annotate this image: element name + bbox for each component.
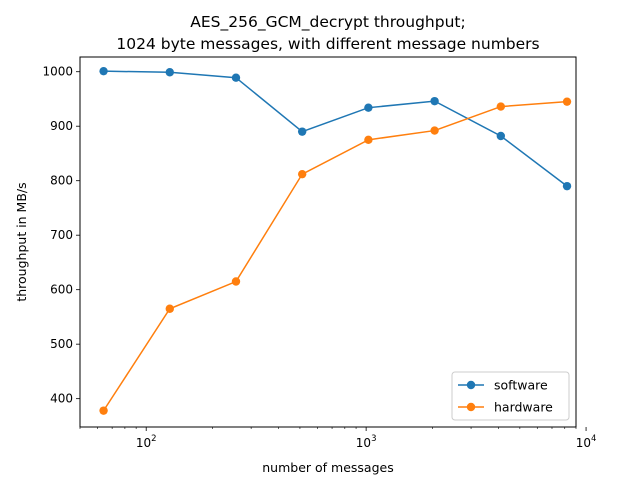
data-point-software [562, 181, 572, 191]
legend: software hardware [451, 371, 570, 421]
data-point-software [364, 103, 373, 112]
data-point-software [165, 68, 174, 77]
chart-title-line-1: AES_256_GCM_decrypt throughput; [190, 13, 465, 32]
data-point-hardware [165, 304, 174, 313]
x-axis-label: number of messages [262, 460, 393, 475]
data-point-software [297, 127, 307, 136]
data-point-software [231, 73, 241, 82]
data-point-software [430, 96, 439, 106]
legend-swatch-marker-software [466, 380, 476, 390]
legend-swatch-marker-hardware [466, 402, 476, 412]
y-tick-label: 600 [50, 283, 73, 297]
y-axis-label: throughput in MB/s [14, 182, 29, 301]
legend-label-software: software [494, 378, 548, 393]
x-tick-label: 103 [356, 434, 377, 450]
data-point-hardware [364, 135, 373, 145]
plot-frame [79, 56, 577, 428]
data-point-software [99, 66, 108, 76]
plot-area [99, 66, 572, 415]
chart-title-line-2: 1024 byte messages, with different messa… [116, 35, 539, 53]
x-tick-label: 102 [136, 434, 157, 450]
y-axis: 400 500 600 700 800 900 1000 [42, 65, 80, 406]
data-point-hardware [562, 97, 572, 106]
y-tick-label: 700 [50, 228, 73, 242]
y-tick-label: 1000 [42, 65, 73, 79]
x-axis: 102 103 104 [79, 427, 597, 450]
data-point-hardware [297, 169, 307, 179]
legend-frame [451, 371, 570, 421]
legend-label-hardware: hardware [494, 400, 553, 415]
data-point-software [496, 131, 506, 141]
y-tick-label: 800 [50, 174, 73, 188]
y-tick-label: 900 [50, 119, 73, 133]
data-point-hardware [496, 102, 506, 111]
series-line-software [103, 70, 568, 187]
y-tick-label: 400 [50, 392, 73, 406]
x-tick-label: 104 [576, 434, 597, 450]
data-point-hardware [231, 277, 241, 286]
y-tick-label: 500 [50, 337, 73, 351]
data-point-hardware [430, 126, 439, 135]
data-point-hardware [99, 406, 108, 415]
series-line-hardware [102, 100, 568, 412]
